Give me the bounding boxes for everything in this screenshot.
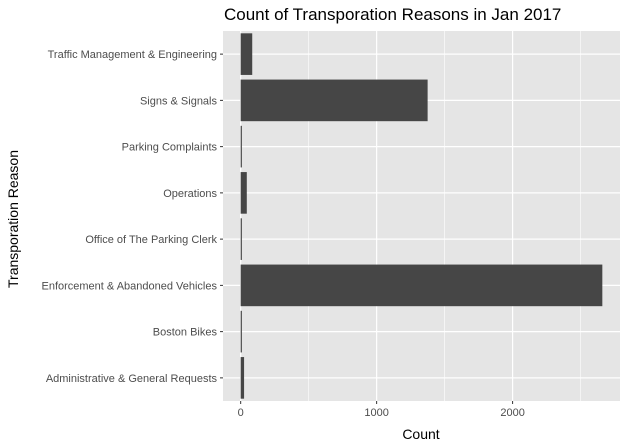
- x-tick-label: 1000: [364, 407, 388, 419]
- bar: [240, 310, 242, 353]
- bar: [240, 357, 245, 399]
- bar: [240, 172, 247, 214]
- bar: [240, 125, 242, 168]
- y-tick-label: Operations: [163, 188, 217, 200]
- y-axis-title: Transporation Reason: [5, 150, 21, 288]
- bar: [240, 218, 242, 260]
- y-tick-label: Traffic Management & Engineering: [48, 49, 217, 61]
- bar: [240, 33, 253, 75]
- bar: [240, 79, 428, 122]
- y-tick-label: Parking Complaints: [122, 142, 218, 154]
- y-tick-label: Boston Bikes: [153, 327, 218, 339]
- y-tick-label: Administrative & General Requests: [46, 373, 218, 385]
- y-tick-label: Enforcement & Abandoned Vehicles: [41, 280, 217, 292]
- bars: [240, 33, 603, 399]
- bar: [240, 264, 603, 307]
- x-axis-title: Count: [402, 426, 439, 442]
- chart-title: Count of Transporation Reasons in Jan 20…: [224, 5, 561, 24]
- y-tick-label: Office of The Parking Clerk: [85, 234, 217, 246]
- x-tick-label: 2000: [500, 407, 524, 419]
- y-axis: Administrative & General Requests Boston …: [41, 49, 223, 385]
- y-tick-label: Signs & Signals: [140, 95, 218, 107]
- x-tick-label: 0: [238, 407, 244, 419]
- x-axis: 0 1000 2000: [238, 401, 525, 419]
